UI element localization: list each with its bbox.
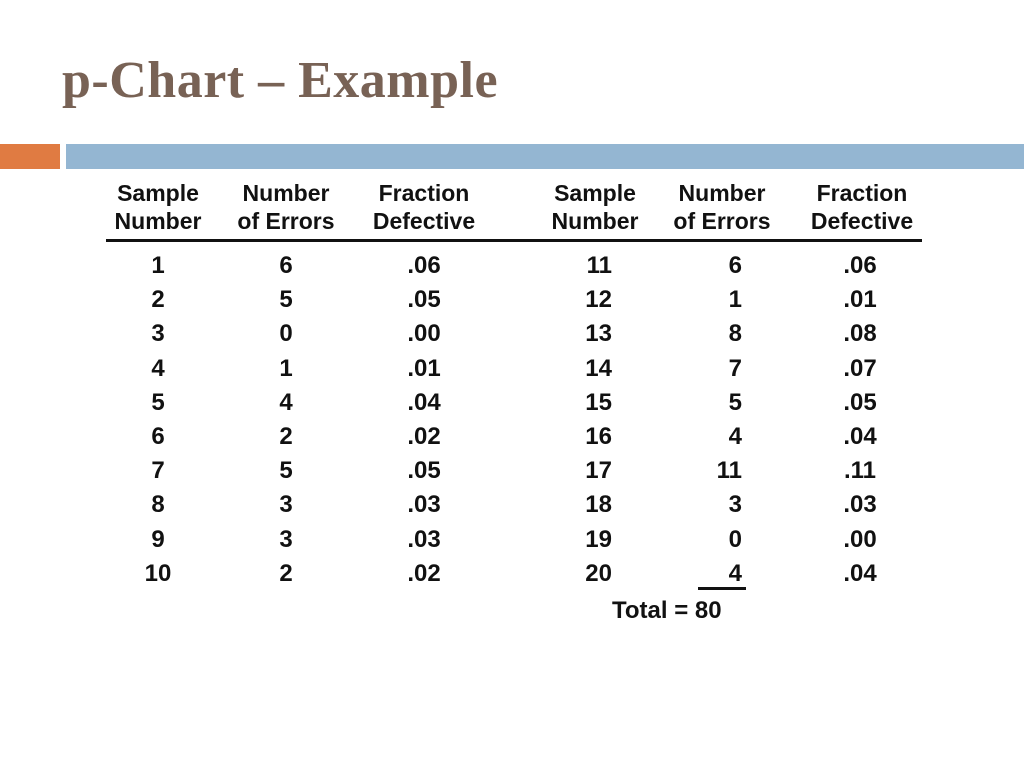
- table-cell: .08: [843, 320, 877, 348]
- table-cell: 0: [279, 320, 293, 348]
- table-cell: 18: [585, 491, 612, 519]
- table-cell: 15: [585, 388, 612, 416]
- table-cell: .02: [407, 423, 441, 450]
- table-cell: .04: [843, 423, 877, 450]
- column-header-sample-number: Sample Number: [88, 179, 228, 235]
- table-cell: 1: [151, 252, 165, 279]
- column-header-line: Defective: [810, 208, 914, 234]
- table-cell: .06: [407, 252, 441, 279]
- slide-title: p-Chart – Example: [62, 52, 499, 109]
- table-cell: .00: [407, 320, 441, 348]
- table-cell: .07: [843, 354, 877, 382]
- table-cell: 3: [279, 491, 293, 519]
- table-cell: 7: [151, 457, 165, 485]
- table-cell: 0: [728, 525, 742, 553]
- column-header-line: of Errors: [673, 208, 771, 234]
- table-cell: 1: [728, 286, 742, 314]
- table-cell: .00: [843, 525, 877, 553]
- column-header-line: Number: [678, 180, 766, 206]
- column-header-fraction-defective: Fraction Defective: [792, 179, 932, 235]
- table-cell: 1: [279, 354, 293, 382]
- table-cell: 16: [585, 423, 612, 450]
- table-cell: 4: [279, 388, 293, 416]
- column-header-line: Number: [114, 208, 202, 234]
- total-label: Total = 80: [612, 597, 722, 624]
- table-cell: 6: [151, 423, 165, 450]
- table-cell: 5: [279, 286, 293, 314]
- table-cell: .01: [843, 286, 877, 314]
- column-header-line: Sample: [554, 180, 636, 206]
- table-cell: 8: [151, 491, 165, 519]
- table-cell: 2: [279, 423, 293, 450]
- table-cell: .05: [407, 457, 441, 485]
- table-cell: 6: [279, 252, 293, 279]
- table-cell: 20: [585, 559, 612, 587]
- table-cell: .03: [843, 491, 877, 519]
- column-header-line: Fraction: [816, 180, 908, 206]
- header-rule: [106, 239, 922, 242]
- table-cell: .04: [407, 388, 441, 416]
- table-cell: .01: [407, 354, 441, 382]
- table-cell: 3: [279, 525, 293, 553]
- column-header-line: Fraction: [378, 180, 470, 206]
- accent-bar-orange: [0, 144, 60, 169]
- column-header-line: Sample: [117, 180, 199, 206]
- table-cell: .03: [407, 491, 441, 519]
- table-cell: 8: [728, 320, 742, 348]
- table-cell: 14: [585, 354, 612, 382]
- column-header-line: Number: [551, 208, 639, 234]
- table-cell: 4: [151, 354, 165, 382]
- table-cell: 4: [728, 559, 742, 587]
- table-cell: 2: [279, 559, 293, 587]
- table-cell: .02: [407, 559, 441, 587]
- column-header-number-of-errors: Number of Errors: [652, 179, 792, 235]
- table-cell: 12: [585, 286, 612, 314]
- table-cell: 11: [716, 457, 742, 485]
- table-cell: .05: [407, 286, 441, 314]
- column-header-number-of-errors: Number of Errors: [216, 179, 356, 235]
- column-header-line: Number: [242, 180, 330, 206]
- column-header-sample-number: Sample Number: [525, 179, 665, 235]
- table-cell: 11: [586, 252, 612, 279]
- table-cell: 10: [144, 559, 172, 587]
- table-cell: 3: [728, 491, 742, 519]
- sum-underline: [698, 587, 746, 590]
- column-header-line: Defective: [372, 208, 476, 234]
- table-cell: 2: [151, 286, 165, 314]
- column-header-fraction-defective: Fraction Defective: [354, 179, 494, 235]
- table-cell: 13: [585, 320, 612, 348]
- table-cell: .03: [407, 525, 441, 553]
- table-cell: 3: [151, 320, 165, 348]
- table-cell: 19: [585, 525, 612, 553]
- table-cell: 9: [151, 525, 165, 553]
- table-cell: .06: [843, 252, 877, 279]
- accent-bar-blue: [66, 144, 1024, 169]
- table-cell: 7: [728, 354, 742, 382]
- table-cell: 5: [151, 388, 165, 416]
- table-cell: 4: [728, 423, 742, 450]
- table-cell: 6: [728, 252, 742, 279]
- table-cell: 5: [728, 388, 742, 416]
- table-cell: 17: [585, 457, 612, 485]
- table-cell: .05: [843, 388, 877, 416]
- table-cell: 5: [279, 457, 293, 485]
- table-cell: .04: [843, 559, 877, 587]
- column-header-line: of Errors: [237, 208, 335, 234]
- table-cell: .11: [843, 457, 877, 485]
